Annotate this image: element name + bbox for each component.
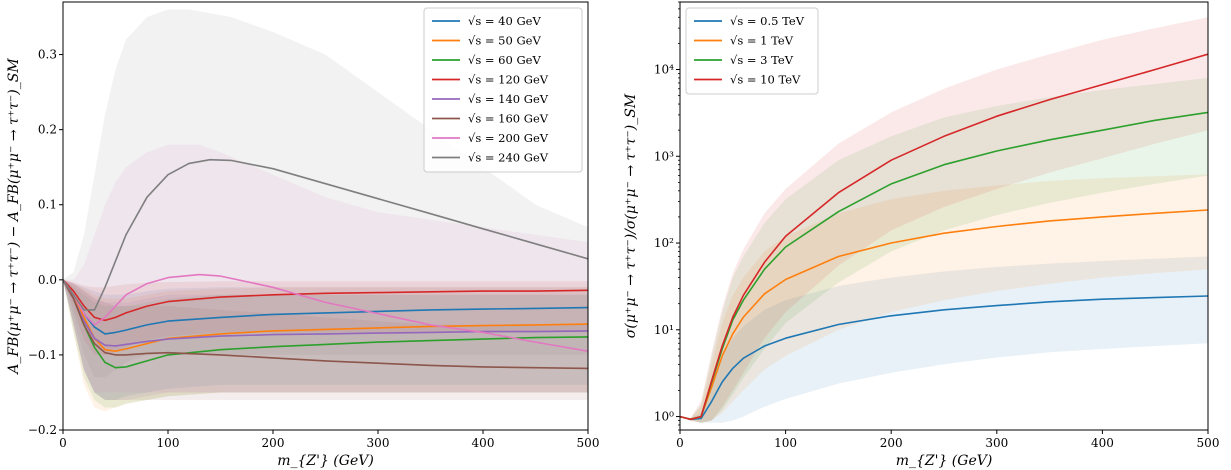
uncertainty-band-1 <box>680 174 1208 423</box>
series-line-0 <box>680 295 1208 421</box>
y-tick-label-4: 10⁴ <box>654 63 674 77</box>
y-tick-label-4: 0.2 <box>38 123 57 137</box>
legend-entry-0: √s = 40 GeV <box>468 14 541 28</box>
y-tick-label-3: 10³ <box>654 149 674 163</box>
uncertainty-band-1 <box>63 279 588 412</box>
x-tick-label-5: 500 <box>577 436 600 450</box>
legend-entry-2: √s = 60 GeV <box>468 53 541 67</box>
legend: √s = 40 GeV √s = 50 GeV √s = 60 GeV √s = 12… <box>423 7 583 173</box>
legend-entry-1: √s = 1 TeV <box>730 34 794 48</box>
x-axis-label: m_{Z'} (GeV) <box>896 453 993 469</box>
legend-entry-5: √s = 160 GeV <box>468 112 549 126</box>
x-tick-label-0: 0 <box>676 436 684 450</box>
series-line-2 <box>63 279 588 369</box>
legend-box <box>423 7 583 173</box>
y-tick-label-0: −0.2 <box>28 423 57 437</box>
series-line-7 <box>63 158 588 311</box>
y-tick-label-1: −0.1 <box>28 348 57 362</box>
legend-entry-1: √s = 50 GeV <box>468 34 541 48</box>
plot-area <box>680 17 1208 423</box>
axes-frame <box>62 1 589 431</box>
x-tick-label-0: 0 <box>59 436 67 450</box>
series-line-6 <box>63 273 588 352</box>
series-line-3 <box>63 279 588 322</box>
series-line-1 <box>680 209 1208 421</box>
y-tick-label-3: 0.1 <box>38 198 57 212</box>
uncertainty-band-7 <box>63 9 588 378</box>
x-axis-label: m_{Z'} (GeV) <box>277 453 374 469</box>
series-line-3 <box>680 53 1208 421</box>
x-tick-label-2: 200 <box>880 436 903 450</box>
legend-entry-3: √s = 10 TeV <box>730 73 801 87</box>
y-tick-label-2: 0.0 <box>38 273 57 287</box>
legend-entry-7: √s = 240 GeV <box>468 151 549 165</box>
series-line-5 <box>63 279 588 370</box>
uncertainty-band-2 <box>680 77 1208 423</box>
y-axis-label: A_FB(μ⁺μ⁻ → τ⁺τ⁻) − A_FB(μ⁺μ⁻ → τ⁺τ⁻)_SM <box>6 58 22 376</box>
x-tick-label-3: 300 <box>367 436 390 450</box>
y-tick-label-2: 10² <box>654 236 674 250</box>
x-tick-label-3: 300 <box>985 436 1008 450</box>
series-line-0 <box>63 279 588 335</box>
y-tick-label-1: 10¹ <box>654 323 674 337</box>
y-axis-label: σ(μ⁺μ⁻ → τ⁺τ⁻)/σ(μ⁺μ⁻ → τ⁺τ⁻)_SM <box>623 93 639 338</box>
legend: √s = 0.5 TeV √s = 1 TeV √s = 3 TeV √s = 10 … <box>685 7 819 95</box>
x-tick-label-1: 100 <box>157 436 180 450</box>
x-tick-label-4: 400 <box>472 436 495 450</box>
uncertainty-band-3 <box>680 17 1208 423</box>
x-tick-label-2: 200 <box>262 436 285 450</box>
x-tick-label-5: 500 <box>1197 436 1220 450</box>
uncertainty-band-0 <box>680 256 1208 423</box>
uncertainty-band-6 <box>63 144 588 393</box>
series-line-4 <box>63 279 588 347</box>
y-tick-label-5: 0.3 <box>38 48 57 62</box>
left-panel-afb-chart: 0 100 200 300 400 500 −0.2 −0.1 0.0 0.1 0.2 0.3 m_{Z… <box>6 1 600 469</box>
axes-frame <box>679 1 1209 431</box>
legend-entry-2: √s = 3 TeV <box>730 53 794 67</box>
uncertainty-band-5 <box>63 279 588 400</box>
legend-entry-4: √s = 140 GeV <box>468 92 549 106</box>
y-tick-label-0: 10⁰ <box>654 410 674 424</box>
legend-entry-6: √s = 200 GeV <box>468 131 549 145</box>
right-panel-cross-section-chart: 0 100 200 300 400 500 10⁰ 10¹ 10² 10³ 10⁴ m_{Z'} (G… <box>623 1 1220 469</box>
x-tick-label-1: 100 <box>774 436 797 450</box>
x-tick-label-4: 400 <box>1091 436 1114 450</box>
legend-entry-3: √s = 120 GeV <box>468 73 549 87</box>
plot-area <box>63 9 588 412</box>
legend-box <box>685 7 819 95</box>
legend-entry-0: √s = 0.5 TeV <box>730 14 805 28</box>
